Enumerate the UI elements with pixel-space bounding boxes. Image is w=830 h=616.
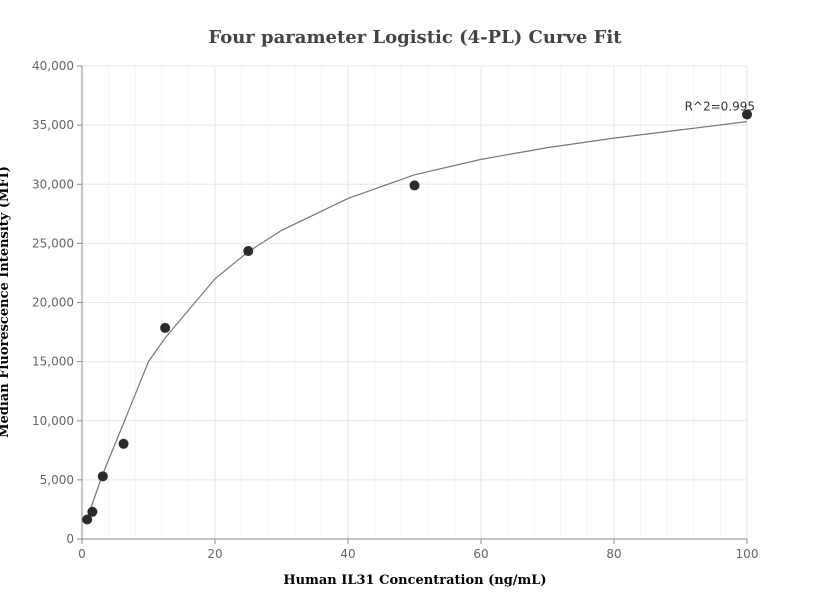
y-tick-label: 5,000 [40,473,74,487]
fit-curve-line [86,121,748,519]
x-axis-title: Human IL31 Concentration (ng/mL) [283,573,546,588]
x-tick-label: 40 [340,547,355,561]
x-tick-label: 80 [606,547,621,561]
y-tick-label: 30,000 [32,177,74,191]
x-tick-label: 20 [207,547,222,561]
y-tick-label: 20,000 [32,296,74,310]
data-point [82,514,93,525]
data-point [243,246,254,257]
x-tick-label: 100 [736,547,759,561]
x-tick-label: 60 [473,547,488,561]
y-tick-label: 25,000 [32,236,74,250]
data-points [82,109,752,525]
chart-title: Four parameter Logistic (4-PL) Curve Fit [208,27,622,48]
data-point [742,109,752,120]
major-grid [82,65,748,539]
data-point [97,471,108,482]
y-tick-label: 40,000 [32,59,74,73]
y-tick-label: 10,000 [32,414,74,428]
data-point [160,322,171,333]
x-axis-ticks: 0 20 40 60 80 100 [78,539,758,561]
y-tick-label: 35,000 [32,118,74,132]
data-point [409,180,420,191]
data-point [118,438,129,449]
r-squared-annotation: R^2=0.995 [685,99,755,113]
data-point [87,506,98,517]
y-tick-label: 0 [66,532,74,546]
y-axis-ticks: 0 5,000 10,000 15,000 20,000 25,000 30,000 35,0… [32,59,82,546]
x-tick-label: 0 [78,547,86,561]
y-tick-label: 15,000 [32,355,74,369]
y-axis-title: Median Fluorescence Intensity (MFI) [0,166,12,438]
